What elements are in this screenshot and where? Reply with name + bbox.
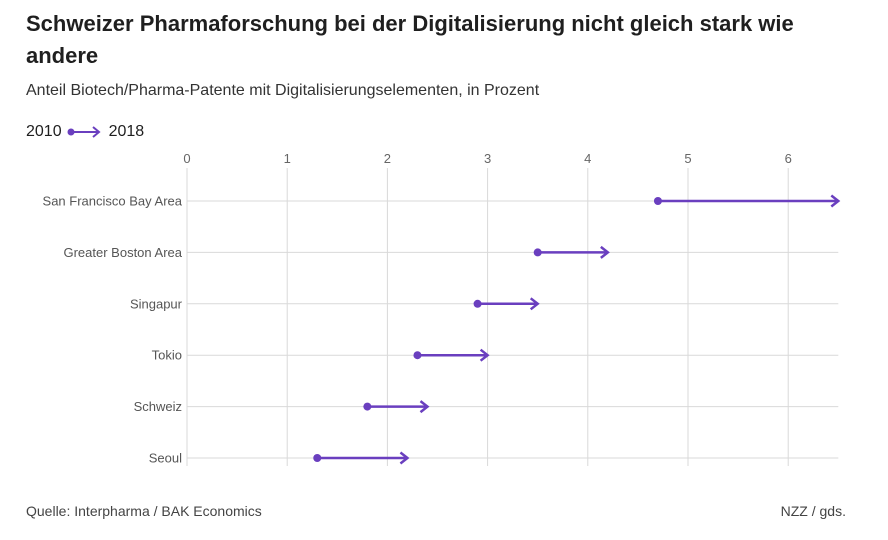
credit-note: NZZ / gds. — [780, 503, 846, 519]
category-label: Seoul — [149, 451, 182, 466]
source-note: Quelle: Interpharma / BAK Economics — [26, 503, 262, 519]
x-tick-label: 1 — [284, 151, 291, 166]
end-2018-arrowhead — [830, 194, 841, 208]
end-2018-arrowhead — [479, 348, 490, 362]
legend-dot-arrow-icon — [67, 126, 101, 138]
chart-title: Schweizer Pharmaforschung bei der Digita… — [26, 11, 794, 68]
end-2018-arrowhead — [600, 245, 610, 259]
start-2010-point — [473, 299, 482, 308]
end-2018-arrowhead — [399, 451, 410, 465]
start-2010-point — [413, 351, 422, 360]
start-2010-point — [653, 197, 662, 205]
start-2010-point — [363, 402, 372, 411]
category-label: Greater Boston Area — [63, 245, 182, 260]
x-tick-label: 6 — [785, 151, 792, 166]
dumbbell-chart: 0 1 2 3 4 5 6 San Francisco Bay Area Greater Bos… — [43, 151, 841, 466]
legend: 2010 2018 — [26, 123, 144, 141]
legend-end-label: 2018 — [108, 123, 145, 140]
end-2018-arrowhead — [529, 297, 540, 311]
category-label: Schweiz — [134, 399, 182, 414]
category-label: San Francisco Bay Area — [43, 194, 183, 209]
legend-start-label: 2010 — [26, 123, 62, 140]
start-2010-point — [313, 454, 322, 462]
x-tick-label: 3 — [484, 151, 491, 166]
x-tick-label: 0 — [183, 151, 190, 166]
x-tick-label: 5 — [684, 151, 691, 166]
end-2018-arrowhead — [419, 400, 430, 414]
category-label: Tokio — [152, 348, 182, 363]
x-tick-label: 2 — [384, 151, 391, 166]
start-2010-point — [533, 248, 542, 257]
category-label: Singapur — [130, 296, 183, 311]
chart-subtitle: Anteil Biotech/Pharma-Patente mit Digita… — [26, 82, 540, 99]
x-tick-label: 4 — [584, 151, 591, 166]
